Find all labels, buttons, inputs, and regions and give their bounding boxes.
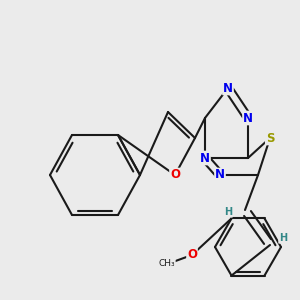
Text: O: O [170, 169, 180, 182]
Text: O: O [187, 248, 197, 262]
Text: methoxy: methoxy [0, 299, 1, 300]
Text: N: N [200, 152, 210, 164]
Text: S: S [266, 131, 274, 145]
Text: CH₃: CH₃ [159, 259, 175, 268]
Text: N: N [243, 112, 253, 124]
Text: H: H [279, 233, 287, 243]
Text: H: H [224, 207, 232, 217]
Text: N: N [223, 82, 233, 94]
Text: N: N [215, 169, 225, 182]
